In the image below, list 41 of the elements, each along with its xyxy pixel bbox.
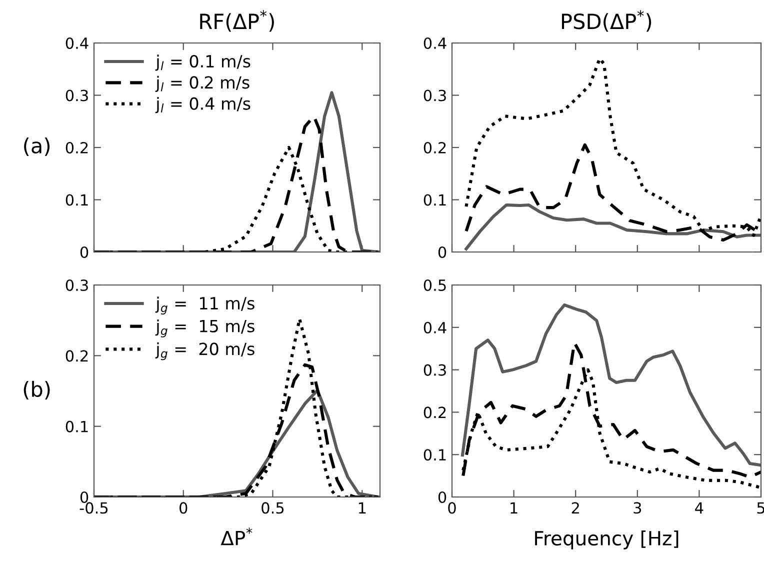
y-tick-label: 0.3 [424,90,446,102]
legend-label: j$_{g}$ = 11 m/s [155,296,254,314]
x-tick-label: -0.5 [80,502,108,514]
x-tick-label: 4 [695,502,704,514]
y-tick-label: 0.3 [66,279,88,292]
y-tick-label: 0.3 [66,90,88,102]
x-axis-title: ΔP$^{*}$ [220,528,252,546]
y-tick-label: 0 [80,246,88,258]
y-tick-label: 0.1 [424,194,446,206]
y-tick-label: 0.1 [424,449,446,461]
legend-label: j$_{g}$ = 20 m/s [155,342,254,360]
x-tick-label: 0.5 [262,502,284,514]
y-tick-label: 0.2 [424,406,446,418]
x-tick-label: 1 [358,502,366,514]
y-tick-label: 0.1 [66,194,88,206]
y-tick-label: 0.4 [424,37,446,50]
legend-label: j$_{l}$ = 0.4 m/s [155,97,250,114]
y-tick-label: 0.4 [424,322,446,334]
chart-title: PSD(ΔP$^{*}$) [562,10,652,32]
x-tick-label: 2 [572,502,579,514]
x-tick-label: 0 [180,502,188,514]
y-tick-label: 0.5 [424,279,446,292]
y-tick-label: 0.4 [66,37,88,50]
legend-label: j$_{l}$ = 0.2 m/s [155,76,250,92]
text: (a) [24,137,50,156]
legend-label: j$_{l}$ = 0.1 m/s [155,54,250,71]
y-tick-label: 0.3 [424,364,446,376]
y-tick-label: 0.1 [66,420,88,432]
y-tick-label: 0 [438,246,446,258]
y-tick-label: 0.2 [424,142,446,154]
x-axis-title: Frequency [Hz] [535,530,678,550]
text: (b) [24,380,50,400]
y-tick-label: 0.2 [66,350,88,362]
x-tick-label: 0 [448,502,456,514]
y-tick-label: 0 [438,491,446,504]
x-tick-label: 3 [634,502,642,514]
legend-label: j$_{g}$ = 15 m/s [155,320,254,338]
x-tick-label: 1 [510,502,518,514]
y-tick-label: 0.2 [66,142,88,154]
y-tick-label: 0 [80,491,88,504]
chart-title: RF(ΔP$^{*}$) [200,10,274,32]
